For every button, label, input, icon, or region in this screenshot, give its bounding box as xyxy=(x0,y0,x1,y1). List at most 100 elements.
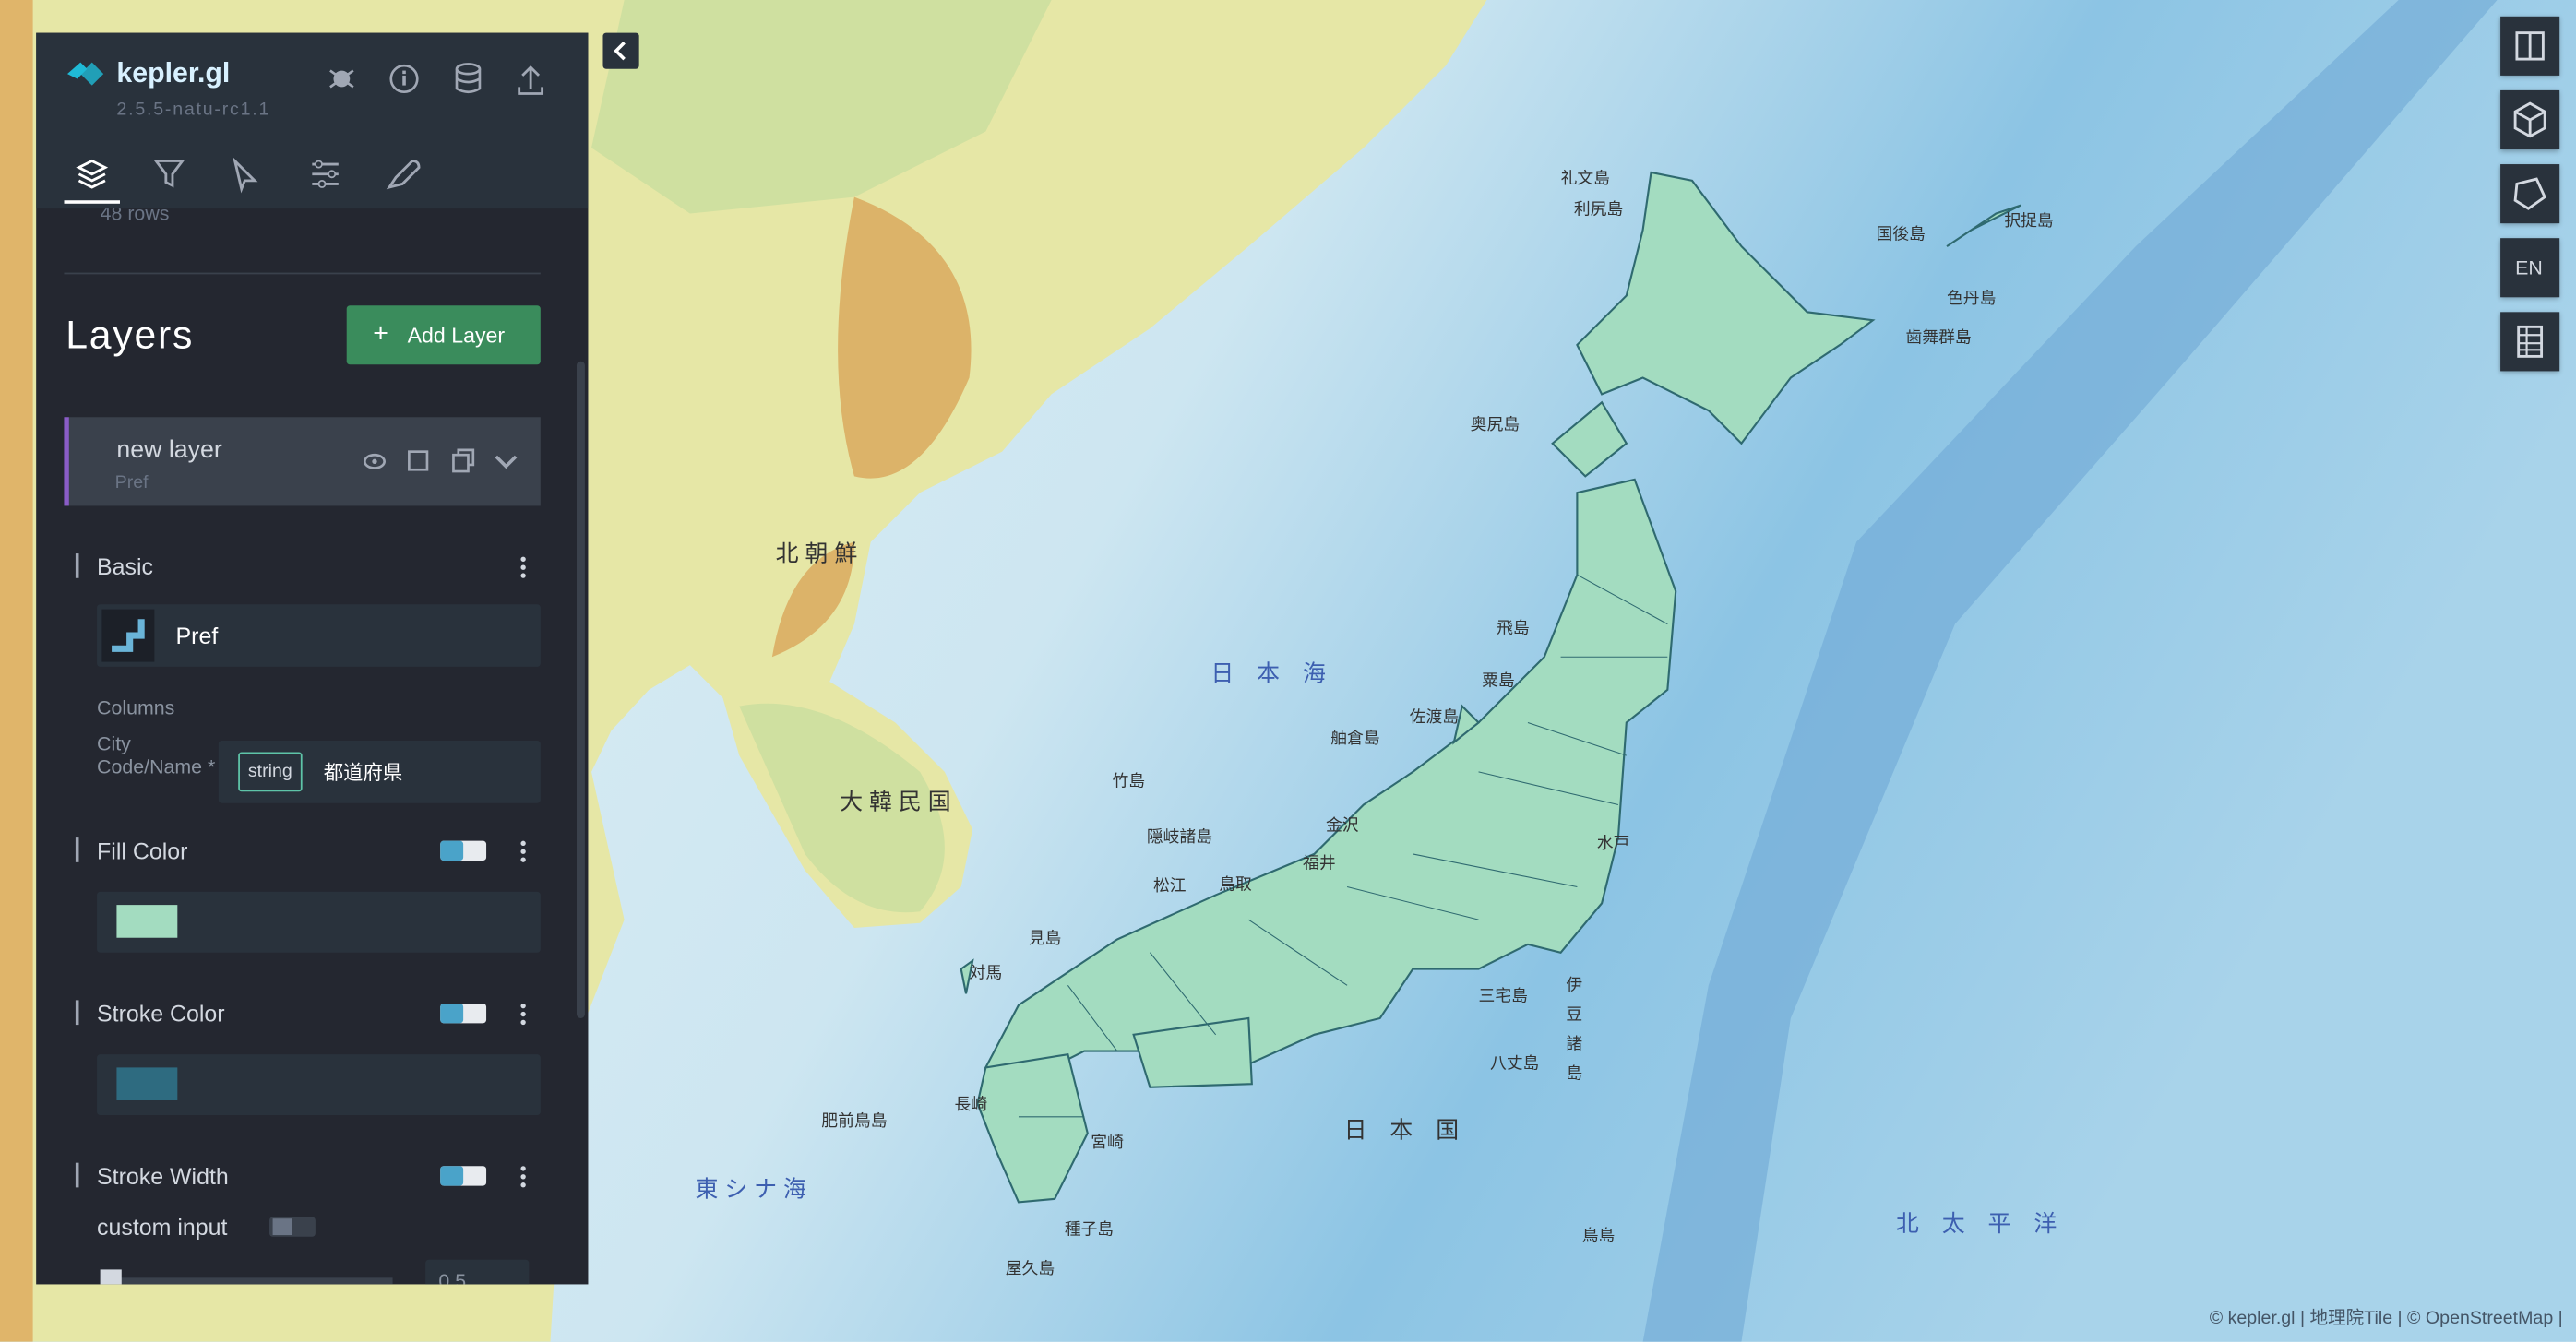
layer-name: new layer xyxy=(116,435,222,465)
map-label: 飛島 xyxy=(1497,619,1530,637)
panel-header: kepler.gl 2.5.5-natu-rc1.1 xyxy=(36,32,589,209)
column-select[interactable]: string 都道府県 xyxy=(218,741,541,803)
layer-dataset: Pref xyxy=(114,472,149,493)
map-label: 八丈島 xyxy=(1490,1054,1539,1073)
toolbar-button[interactable] xyxy=(2500,89,2560,150)
terrain xyxy=(739,703,945,913)
version: 2.5.5-natu-rc1.1 xyxy=(116,100,271,120)
toggle[interactable] xyxy=(440,1003,487,1024)
app-name: kepler.gl xyxy=(116,57,231,89)
value-text: 0.5 xyxy=(438,1269,467,1285)
more-menu[interactable] xyxy=(520,1166,526,1191)
map-label: 日 本 国 xyxy=(1344,1117,1460,1143)
map-label: 国後島 xyxy=(1876,224,1925,243)
custom-input-label: custom input xyxy=(97,1213,228,1241)
panel-content: 48 rows Layers + Add Layer new layer Pre… xyxy=(36,33,585,1285)
map-label: 舳倉島 xyxy=(1330,729,1379,747)
more-menu[interactable] xyxy=(520,840,526,866)
map-label: 礼文島 xyxy=(1561,169,1610,187)
map-label: 種子島 xyxy=(1065,1219,1114,1238)
plus-icon: + xyxy=(373,320,388,349)
map-label: 金沢 xyxy=(1326,815,1359,834)
divider xyxy=(64,272,541,275)
toolbar-button[interactable] xyxy=(2500,16,2560,76)
terrain xyxy=(771,196,972,658)
map-label: 見島 xyxy=(1029,929,1062,947)
section-title: Stroke Color xyxy=(97,1000,225,1027)
section-title: Basic xyxy=(97,553,154,580)
map-label: 鳥取 xyxy=(1219,874,1252,893)
map-label: 佐渡島 xyxy=(1410,707,1459,726)
japan xyxy=(960,171,2021,1204)
color-select[interactable] xyxy=(97,1054,541,1116)
toolbar-button[interactable]: EN xyxy=(2500,238,2560,298)
collapse-icon xyxy=(614,42,626,61)
field-name: 都道府県 xyxy=(323,761,403,785)
add-layer-button[interactable]: + Add Layer xyxy=(346,305,541,365)
collapse-button[interactable] xyxy=(602,32,639,69)
color-swatch xyxy=(116,905,178,938)
map-label: 三宅島 xyxy=(1479,987,1528,1005)
field-type: string xyxy=(238,752,303,792)
dataset-icon xyxy=(101,609,155,662)
toggle[interactable] xyxy=(440,1166,487,1186)
map-label: 松江 xyxy=(1153,876,1187,895)
map-label: 北 太 平 洋 xyxy=(1896,1211,2057,1237)
color-select[interactable] xyxy=(97,891,541,953)
more-menu[interactable] xyxy=(520,556,526,582)
terrain xyxy=(591,0,1052,214)
header-actions[interactable] xyxy=(326,61,555,97)
value-input[interactable]: 0.5 xyxy=(425,1259,530,1285)
toolbar-button[interactable] xyxy=(2500,312,2560,372)
section-title: Fill Color xyxy=(97,837,188,864)
prefecture-borders xyxy=(1018,574,1668,1118)
toggle[interactable] xyxy=(269,1217,316,1237)
map-label: 北 朝 鮮 xyxy=(776,540,858,566)
attribution: © kepler.gl | 地理院Tile | © OpenStreetMap … xyxy=(2209,1309,2563,1329)
map-label: 宮崎 xyxy=(1091,1133,1124,1151)
section-bar xyxy=(75,837,79,862)
logo xyxy=(67,62,104,86)
map-label: 隠岐諸島 xyxy=(1147,827,1212,846)
layer-actions[interactable] xyxy=(362,446,543,476)
dataset-name: Pref xyxy=(175,622,219,649)
section-bar xyxy=(75,1162,79,1188)
section-title: Stroke Width xyxy=(97,1162,229,1190)
toggle[interactable] xyxy=(440,840,487,861)
trench xyxy=(1642,0,2498,1342)
section-bar xyxy=(75,1000,79,1026)
columns-label: Columns xyxy=(97,695,175,719)
scrollbar xyxy=(576,361,585,1018)
more-menu[interactable] xyxy=(520,1003,526,1028)
map-label: 色丹島 xyxy=(1947,289,1996,307)
map-label: 対馬 xyxy=(970,964,1003,982)
map-label: 屋久島 xyxy=(1006,1259,1055,1277)
map-label: 水戸 xyxy=(1597,834,1630,852)
section-bar xyxy=(75,553,79,578)
slider-handle[interactable] xyxy=(100,1269,122,1285)
dataset-select[interactable]: Pref xyxy=(97,604,541,667)
map-label: 長崎 xyxy=(955,1095,988,1113)
toolbar-button[interactable] xyxy=(2500,164,2560,224)
map-label: 鳥島 xyxy=(1582,1227,1616,1245)
color-swatch xyxy=(116,1067,178,1101)
map-label: 福井 xyxy=(1303,853,1336,872)
map-label: 奥尻島 xyxy=(1471,415,1520,433)
side-panel: 48 rows Layers + Add Layer new layer Pre… xyxy=(36,32,589,1285)
map-label: 肥前鳥島 xyxy=(821,1111,887,1130)
language: EN xyxy=(2515,255,2543,279)
column-label: City Code/Name * xyxy=(97,732,216,779)
map-label: 択捉島 xyxy=(2004,211,2053,230)
tabs[interactable] xyxy=(64,156,474,205)
map-label: 歯舞群島 xyxy=(1906,328,1972,347)
map-label: 日 本 海 xyxy=(1210,660,1326,686)
layer-card[interactable]: new layer Pref xyxy=(64,417,543,506)
map-label: 竹島 xyxy=(1112,771,1145,790)
button-label: Add Layer xyxy=(407,322,506,348)
slider-track xyxy=(100,1277,393,1285)
terrain xyxy=(0,0,33,1342)
map-label: 粟島 xyxy=(1482,671,1515,690)
